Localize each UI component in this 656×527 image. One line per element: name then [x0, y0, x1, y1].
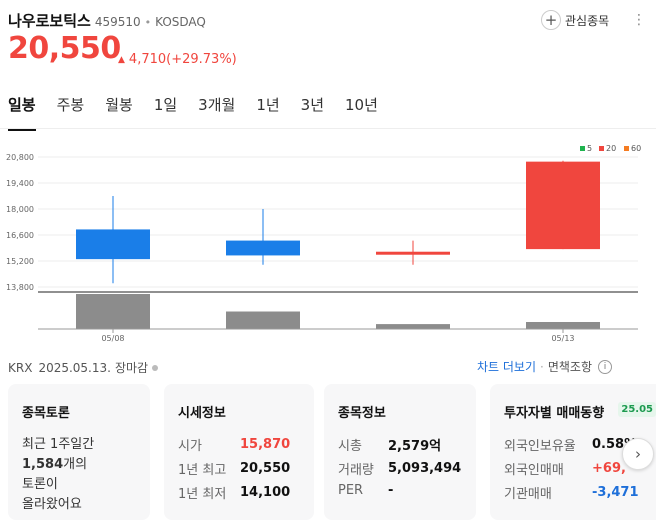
- plus-icon: +: [541, 10, 561, 30]
- info-row: 1년 최고 20,550: [178, 459, 300, 478]
- market-name: KOSDAQ: [155, 15, 206, 29]
- info-value: 5,093,494: [388, 461, 462, 476]
- y-tick-label: 13,800: [6, 283, 34, 292]
- info-row: 기관매매 -3,471: [504, 483, 642, 502]
- info-key: 1년 최고: [178, 463, 227, 478]
- price-change-value: 4,710(+29.73%): [128, 52, 237, 67]
- stock-header: 나우로보틱스 459510 • KOSDAQ: [8, 10, 206, 31]
- stock-code: 459510: [94, 15, 141, 29]
- tab-2[interactable]: 월봉: [105, 96, 133, 114]
- info-value: -3,471: [592, 485, 639, 500]
- info-value: 15,870: [240, 437, 291, 452]
- info-key: 1년 최저: [178, 487, 227, 502]
- chart-more-link[interactable]: 차트 더보기: [477, 360, 537, 374]
- discussion-line: 올라왔어요: [22, 497, 82, 512]
- disclaimer-link[interactable]: 면책조항: [547, 360, 593, 374]
- legend-label: 20: [606, 144, 616, 153]
- legend-swatch: [580, 146, 585, 151]
- discussion-suffix: 개의: [63, 457, 88, 472]
- tab-0[interactable]: 일봉: [8, 94, 36, 131]
- stock-info-card[interactable]: 종목정보 시총 2,579억 거래량 5,093,494 PER -: [324, 384, 476, 520]
- tab-7[interactable]: 10년: [345, 96, 378, 114]
- discussion-line: 1,584개의: [22, 455, 136, 475]
- info-key: 외국인매매: [504, 463, 564, 478]
- info-row: 거래량 5,093,494: [338, 459, 462, 478]
- info-value: 2,579억: [388, 439, 442, 454]
- legend-swatch: [599, 146, 604, 151]
- candle-body: [376, 251, 450, 255]
- candle-body: [76, 229, 150, 260]
- volume-bar: [76, 294, 150, 329]
- legend-label: 60: [631, 144, 641, 153]
- info-value: +69,: [592, 461, 626, 476]
- tab-divider: [0, 128, 656, 129]
- chart-actions: 차트 더보기 · 면책조항 i: [477, 358, 613, 375]
- tab-6[interactable]: 3년: [300, 96, 325, 114]
- discussion-line: 토론이: [22, 477, 58, 492]
- current-price: 20,550: [8, 31, 121, 66]
- info-row: 1년 최저 14,100: [178, 483, 300, 502]
- y-tick-label: 16,600: [6, 231, 34, 240]
- candle-body: [526, 161, 600, 250]
- candle-body: [226, 240, 300, 256]
- volume-bar: [376, 324, 450, 329]
- info-icon[interactable]: i: [598, 359, 613, 374]
- volume-bar: [526, 322, 600, 329]
- legend-swatch: [624, 146, 629, 151]
- candlestick-chart[interactable]: 5 20 60 20,800 19,400 18,000 16,600 15,200 13,80…: [0, 140, 656, 345]
- status-dot-icon: [152, 364, 159, 371]
- y-tick-label: 18,000: [6, 205, 34, 214]
- tab-4[interactable]: 3개월: [198, 96, 236, 114]
- tab-1[interactable]: 주봉: [56, 96, 85, 114]
- volume-bar: [226, 311, 300, 329]
- watchlist-label: 관심종목: [565, 13, 610, 28]
- info-key: 시가: [178, 439, 202, 454]
- y-tick-label: 20,800: [6, 153, 34, 162]
- date-badge: 25.05: [618, 402, 656, 417]
- y-tick-label: 19,400: [6, 179, 34, 188]
- data-date: 2025.05.13.: [38, 360, 111, 375]
- discussion-text: 최근 1주일간 1,584개의 토론이 올라왔어요: [22, 435, 136, 515]
- market-info-card[interactable]: 시세정보 시가 15,870 1년 최고 20,550 1년 최저 14,100: [164, 384, 314, 520]
- info-value: -: [388, 483, 394, 498]
- legend-label: 5: [587, 144, 592, 153]
- info-row: 시가 15,870: [178, 435, 300, 454]
- card-title: 종목토론: [22, 406, 70, 421]
- info-row: 외국인매매 +69,: [504, 459, 642, 478]
- info-row: PER -: [338, 483, 462, 498]
- info-key: PER: [338, 483, 364, 498]
- up-arrow-icon: ▲: [118, 54, 125, 65]
- info-key: 거래량: [338, 463, 374, 478]
- data-source: KRX: [8, 360, 33, 375]
- info-key: 외국인보유율: [504, 439, 576, 454]
- card-title: 투자자별 매매동향: [504, 406, 605, 421]
- info-key: 시총: [338, 439, 362, 454]
- discussion-count: 1,584: [22, 457, 64, 472]
- info-row: 시총 2,579억: [338, 435, 462, 454]
- separator-dot: ·: [540, 359, 544, 374]
- stock-name[interactable]: 나우로보틱스: [8, 12, 91, 30]
- info-value: 20,550: [240, 461, 291, 476]
- more-menu-icon[interactable]: ⋮: [632, 12, 646, 28]
- x-tick-label: 05/08: [101, 334, 124, 343]
- chart-meta: KRX 2025.05.13. 장마감: [8, 359, 159, 376]
- x-tick-label: 05/13: [551, 334, 574, 343]
- discussion-line: 최근 1주일간: [22, 437, 95, 452]
- watchlist-button[interactable]: + 관심종목: [541, 10, 609, 30]
- next-card-button[interactable]: ›: [622, 438, 654, 470]
- price-change: ▲ 4,710(+29.73%): [118, 52, 237, 67]
- info-value: 14,100: [240, 485, 291, 500]
- info-key: 기관매매: [504, 487, 552, 502]
- tab-5[interactable]: 1년: [256, 96, 280, 114]
- y-tick-label: 15,200: [6, 257, 34, 266]
- market-status: 장마감: [114, 361, 149, 375]
- period-tabs: 일봉 주봉 월봉 1일 3개월 1년 3년 10년: [8, 94, 399, 131]
- chart-svg: 5 20 60 20,800 19,400 18,000 16,600 15,200 13,80…: [6, 144, 641, 343]
- tab-3[interactable]: 1일: [153, 96, 178, 114]
- card-title: 시세정보: [178, 406, 226, 421]
- card-title: 종목정보: [338, 406, 386, 421]
- discussion-card[interactable]: 종목토론 최근 1주일간 1,584개의 토론이 올라왔어요: [8, 384, 150, 520]
- separator-dot: •: [144, 16, 152, 29]
